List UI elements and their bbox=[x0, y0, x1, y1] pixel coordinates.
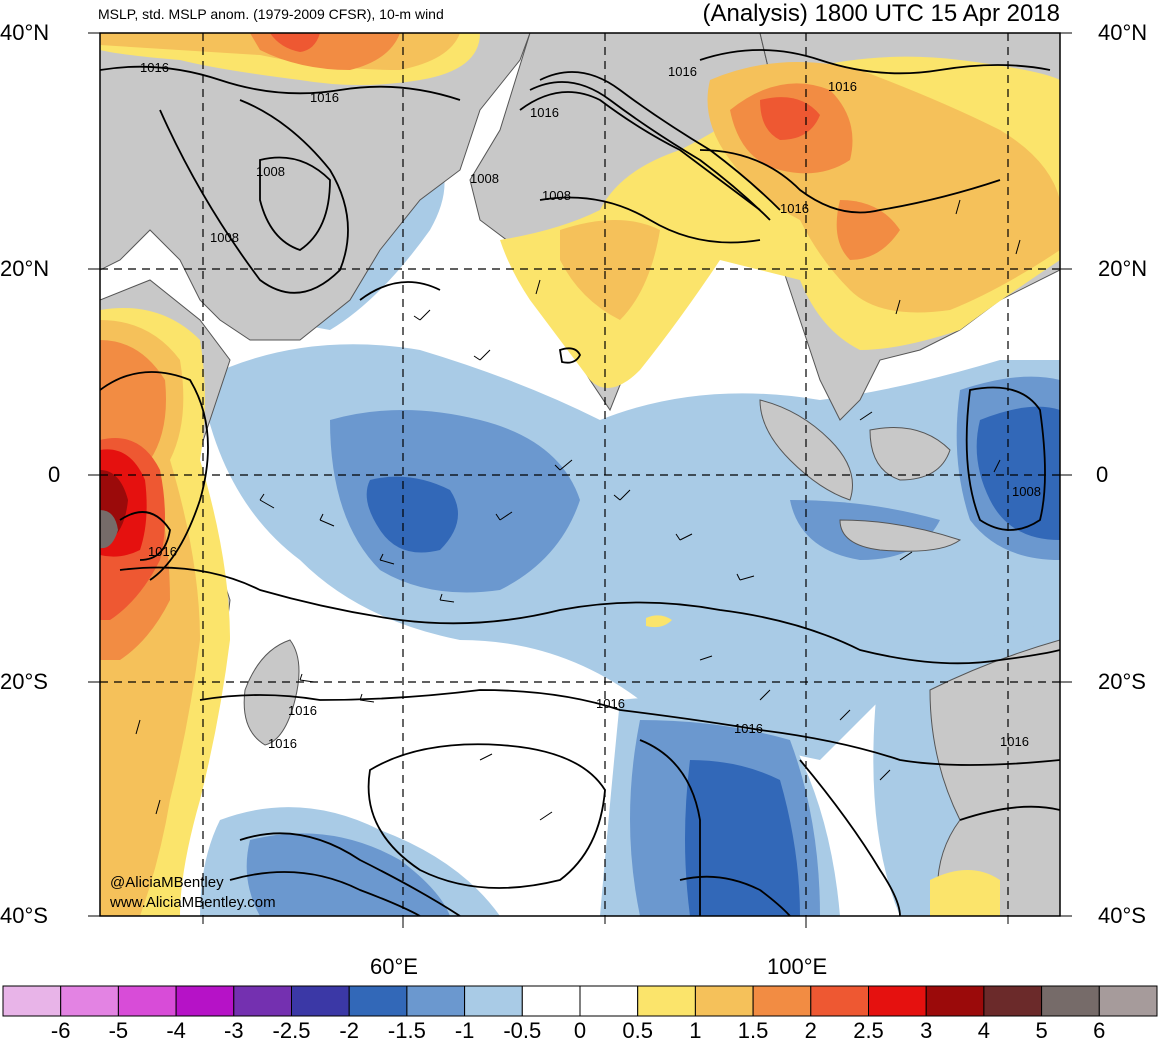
isobar-label: 1008 bbox=[1012, 484, 1041, 499]
colorbar-swatch bbox=[233, 985, 293, 1017]
map-title: (Analysis) 1800 UTC 15 Apr 2018 bbox=[702, 0, 1060, 27]
isobar-label: 1008 bbox=[542, 188, 571, 203]
isobar-label: 1008 bbox=[470, 171, 499, 186]
isobar-label: 1016 bbox=[780, 201, 809, 216]
colorbar-tick-label: 5 bbox=[1035, 1018, 1048, 1043]
isobar-label: 1016 bbox=[828, 79, 857, 94]
colorbar-tick-label: -3 bbox=[224, 1018, 244, 1043]
colorbar-tick-label: -1 bbox=[454, 1018, 475, 1043]
isobar-label: 1016 bbox=[140, 60, 169, 75]
map-subtitle: MSLP, std. MSLP anom. (1979-2009 CFSR), … bbox=[98, 6, 444, 22]
isobar-contours bbox=[100, 49, 1060, 916]
colorbar-tick-label: -0.5 bbox=[503, 1018, 542, 1043]
lat-label-40s-right: 40°S bbox=[1098, 903, 1146, 928]
colorbar-swatch bbox=[464, 985, 523, 1017]
colorbar-swatch bbox=[2, 985, 62, 1017]
lon-label-100e: 100°E bbox=[767, 954, 828, 979]
lat-label-40s: 40°S bbox=[0, 903, 48, 928]
isobar-label: 1008 bbox=[210, 230, 239, 245]
lat-label-20s: 20°S bbox=[0, 669, 48, 694]
colorbar-tick-label: -6 bbox=[50, 1018, 71, 1043]
colorbar-swatch bbox=[1098, 985, 1158, 1017]
isobar-labels: 1016 1016 1016 1016 1016 1016 1008 1008 … bbox=[140, 60, 1041, 751]
credit-twitter: @AliciaMBentley bbox=[110, 874, 224, 891]
colorbar-tick-label: 2.5 bbox=[853, 1018, 884, 1043]
colorbar-swatch bbox=[752, 985, 812, 1017]
isobar-label: 1016 bbox=[530, 105, 559, 120]
colorbar-swatch bbox=[117, 985, 177, 1017]
colorbar-swatch bbox=[521, 985, 581, 1017]
isobar-label: 1016 bbox=[310, 90, 339, 105]
colorbar-tick-label: -5 bbox=[108, 1018, 129, 1043]
colorbar-swatch bbox=[348, 985, 408, 1017]
credit-website: www.AliciaMBentley.com bbox=[110, 894, 276, 911]
colorbar-swatch bbox=[983, 985, 1043, 1017]
colorbar-tick-label: 2 bbox=[804, 1018, 817, 1043]
isobar-label: 1016 bbox=[668, 64, 697, 79]
lat-label-20s-right: 20°S bbox=[1098, 669, 1146, 694]
colorbar-swatch bbox=[291, 985, 350, 1017]
colorbar-tick-label: 4 bbox=[977, 1018, 991, 1043]
isobar-label: 1016 bbox=[596, 696, 625, 711]
colorbar-swatch bbox=[175, 985, 235, 1017]
colorbar-tick-label: -2 bbox=[339, 1018, 359, 1043]
isobar-label: 1008 bbox=[256, 164, 285, 179]
colorbar-swatch bbox=[925, 985, 985, 1017]
colorbar-swatch bbox=[868, 985, 927, 1017]
colorbar-tick-label: -2.5 bbox=[272, 1018, 311, 1043]
colorbar-swatch bbox=[1041, 985, 1100, 1017]
colorbar-tick-label: -1.5 bbox=[387, 1018, 426, 1043]
lat-label-40n-right: 40°N bbox=[1098, 20, 1148, 45]
colorbar-swatch bbox=[406, 985, 466, 1017]
axis-ticks bbox=[88, 32, 1072, 928]
isobar-label: 1016 bbox=[1000, 734, 1029, 749]
isobar-label: 1016 bbox=[288, 703, 317, 718]
isobar-label: 1016 bbox=[148, 544, 177, 559]
colorbar-tick-label: 1 bbox=[689, 1018, 702, 1043]
colorbar-tick-label: 6 bbox=[1093, 1018, 1106, 1043]
colorbar-tick-label: 0.5 bbox=[622, 1018, 653, 1043]
isobar-label: 1016 bbox=[734, 721, 763, 736]
lon-label-60e: 60°E bbox=[370, 954, 418, 979]
colorbar-tick-label: 1.5 bbox=[737, 1018, 769, 1043]
colorbar-swatch bbox=[637, 985, 696, 1017]
colorbar-tick-label: -4 bbox=[166, 1018, 186, 1043]
colorbar-tick-label: 3 bbox=[920, 1018, 933, 1043]
gridlines bbox=[100, 33, 1060, 916]
lat-label-40n: 40°N bbox=[0, 20, 50, 45]
colorbar-swatch bbox=[694, 985, 754, 1017]
colorbar-swatch bbox=[810, 985, 869, 1017]
colorbar-tick-label: 0 bbox=[573, 1018, 587, 1043]
lat-label-20n: 20°N bbox=[0, 256, 50, 281]
isobar-label: 1016 bbox=[268, 736, 297, 751]
lat-label-20n-right: 20°N bbox=[1098, 256, 1148, 281]
lat-label-equator: 0 bbox=[48, 462, 61, 487]
colorbar-swatch bbox=[60, 985, 119, 1017]
wind-barbs bbox=[135, 199, 1021, 821]
colorbar-swatch bbox=[579, 985, 639, 1017]
lat-label-equator-right: 0 bbox=[1096, 462, 1109, 487]
